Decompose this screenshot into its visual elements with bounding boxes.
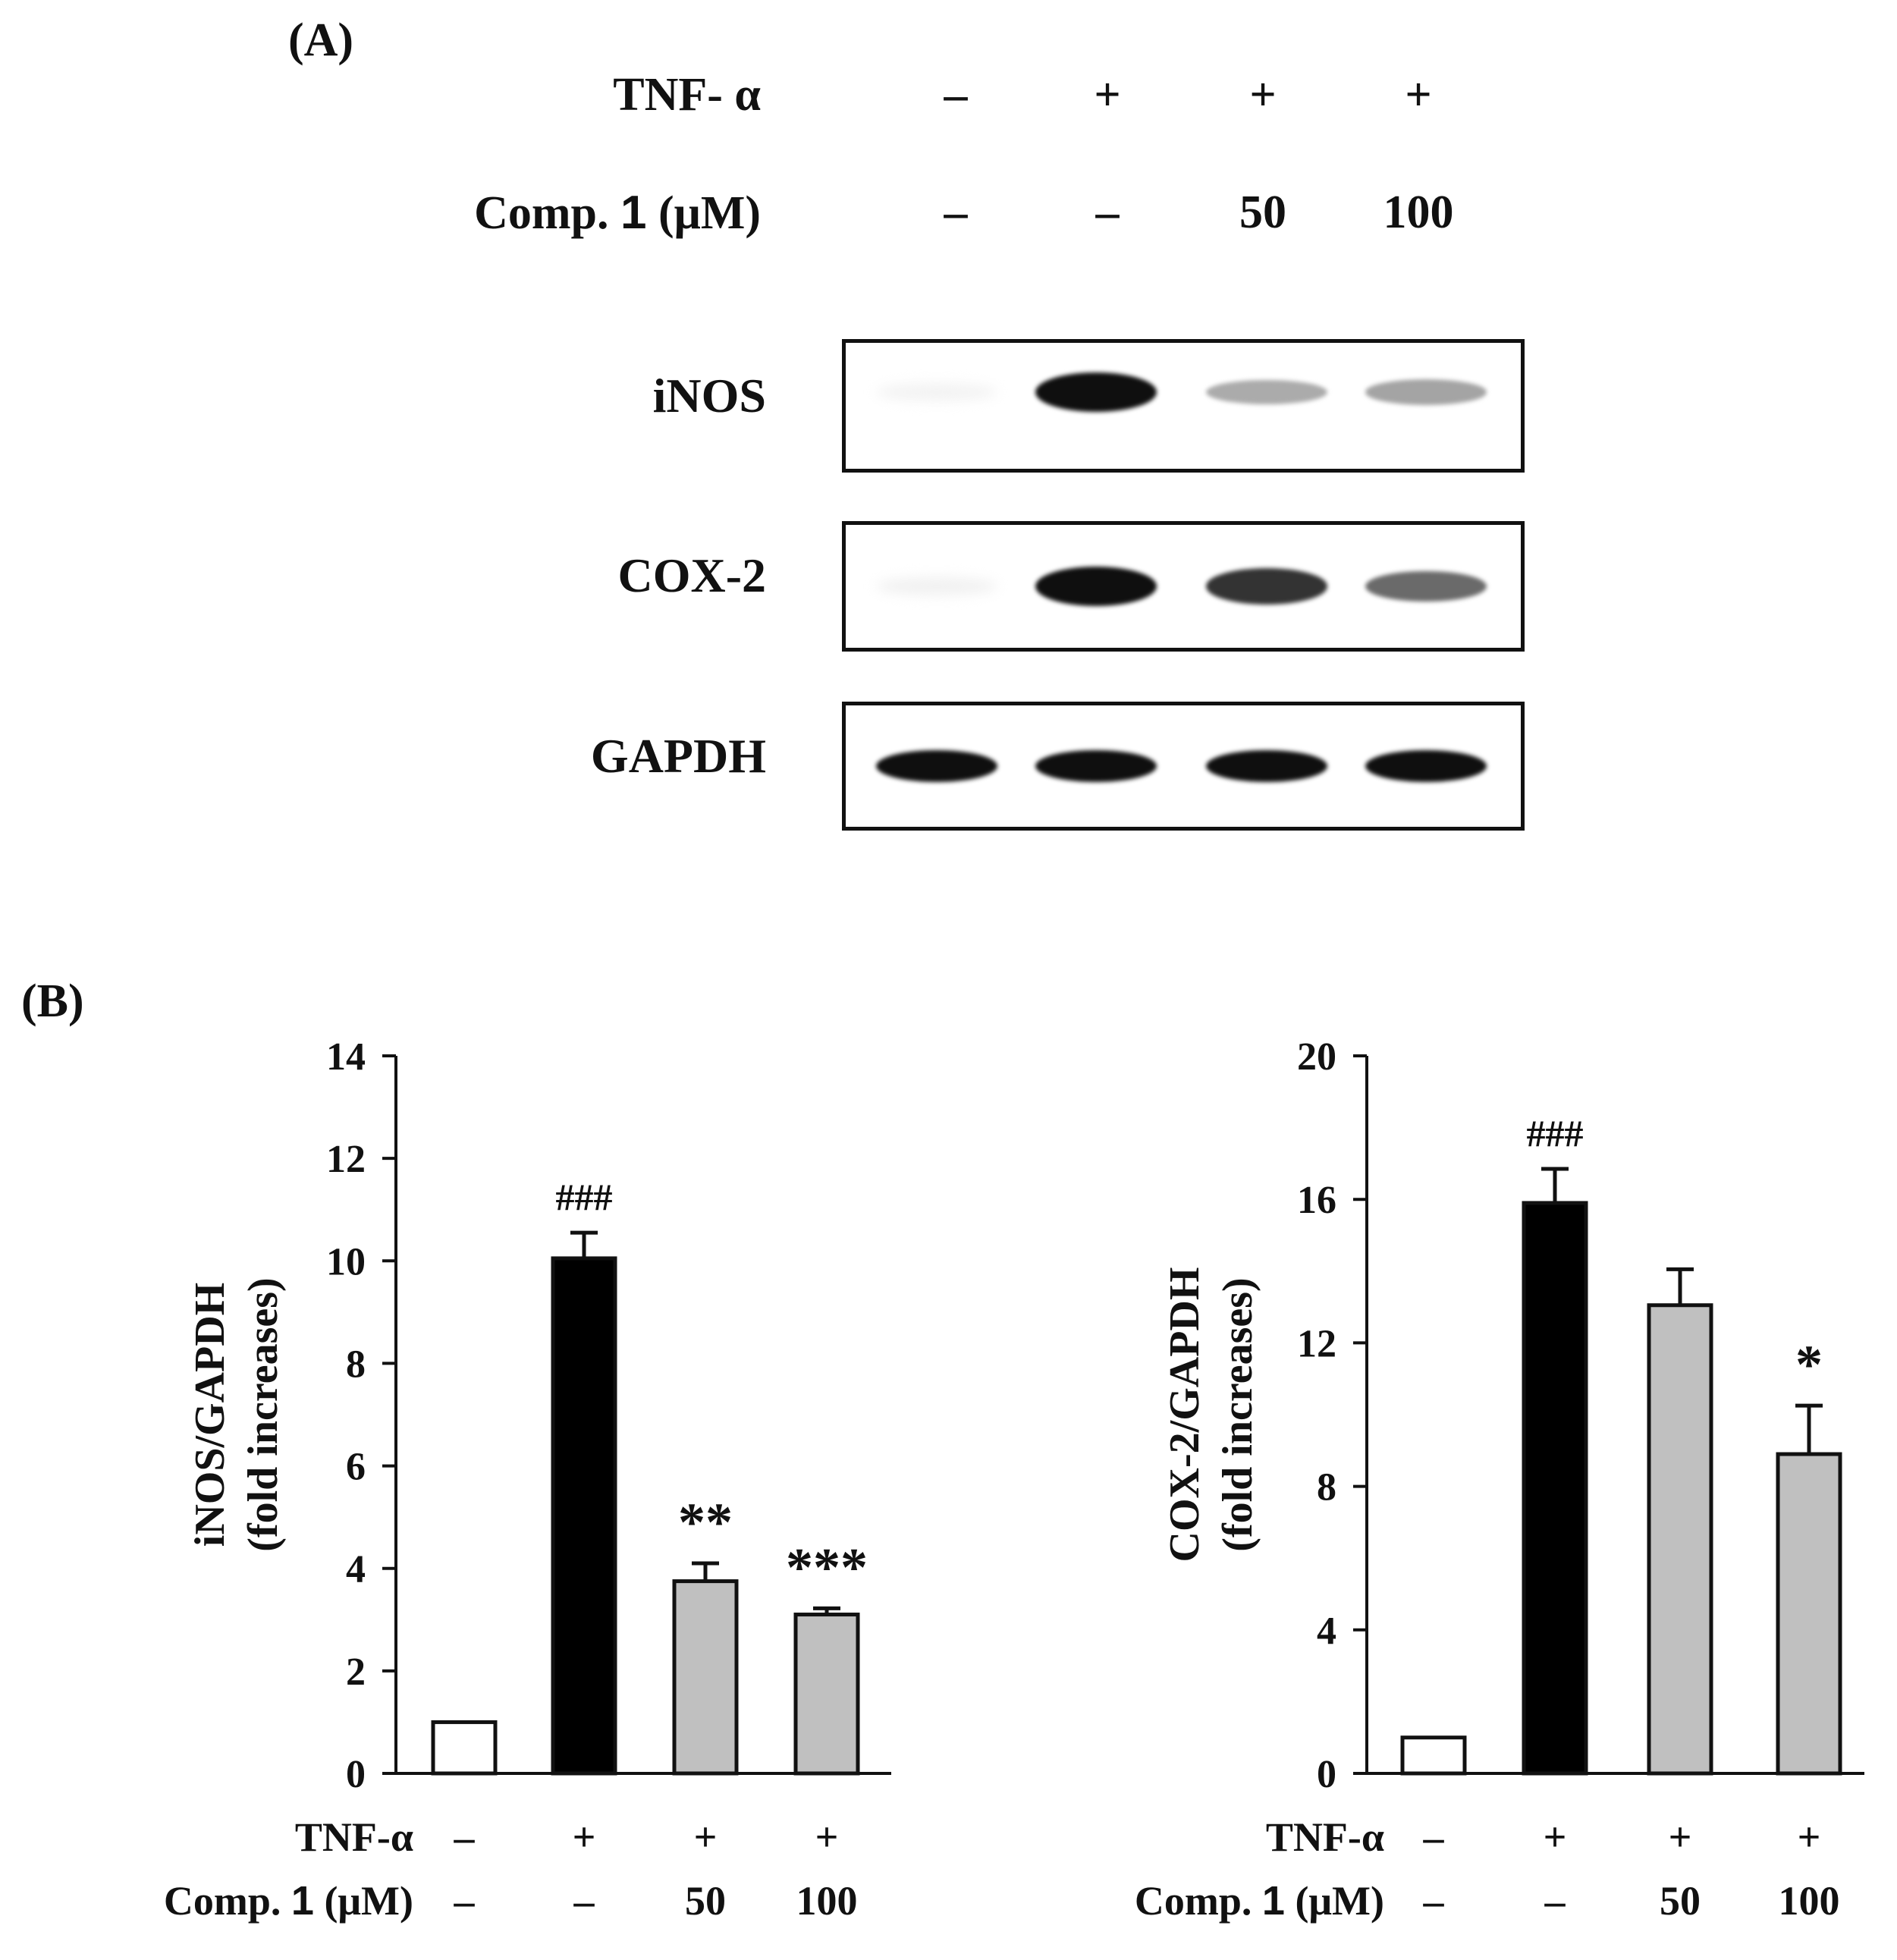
x-tnf-value: –	[454, 1814, 476, 1860]
bar	[793, 1613, 860, 1776]
tnf-header-text: TNF- α	[613, 69, 761, 121]
x-comp-value: –	[573, 1878, 595, 1924]
x-tnf-header: TNF-α	[1266, 1814, 1384, 1860]
blot-band	[1365, 750, 1487, 782]
y-tick-label: 4	[1317, 1610, 1336, 1653]
y-tick-label: 12	[1297, 1322, 1336, 1365]
lane-2-tnf: +	[1094, 69, 1121, 121]
x-comp-header-part: 1	[291, 1878, 314, 1924]
blot-image-cox2	[842, 521, 1525, 652]
lane-3-tnf: +	[1249, 69, 1277, 121]
tnf-row-header: TNF- α	[613, 68, 761, 122]
x-comp-value: 50	[685, 1878, 726, 1924]
lane-4-tnf: +	[1405, 69, 1432, 121]
x-tnf-value: +	[694, 1814, 718, 1860]
blot-image-gapdh	[842, 702, 1525, 831]
x-tnf-value: +	[1798, 1814, 1821, 1860]
y-tick-label: 12	[326, 1138, 366, 1181]
x-comp-header: Comp. 1 (μM)	[1135, 1878, 1384, 1924]
x-tnf-value: –	[1423, 1814, 1445, 1860]
blot-band	[876, 577, 997, 595]
blot-label-cox2: COX-2	[617, 548, 766, 602]
bar	[1400, 1735, 1467, 1776]
comp-prefix: Comp.	[474, 187, 621, 239]
x-comp-value: –	[454, 1878, 476, 1924]
y-tick-label: 4	[346, 1548, 366, 1591]
lane-4-comp: 100	[1383, 187, 1454, 238]
blot-image-inos	[842, 339, 1525, 473]
x-comp-value: –	[1544, 1878, 1566, 1924]
x-tnf-value: +	[815, 1814, 839, 1860]
significance-annotation: *	[1795, 1334, 1823, 1395]
blot-band	[1365, 570, 1487, 602]
x-comp-value: 50	[1660, 1878, 1701, 1924]
y-axis-label: iNOS/GAPDH	[187, 1283, 234, 1547]
x-comp-value: 100	[796, 1878, 858, 1924]
blot-band	[1035, 750, 1157, 782]
x-comp-header: Comp. 1 (μM)	[164, 1878, 413, 1924]
y-tick-label: 8	[1317, 1466, 1336, 1509]
y-tick-label: 20	[1297, 1035, 1336, 1079]
x-tnf-value: +	[1544, 1814, 1567, 1860]
comp-unit: (μM)	[646, 187, 761, 239]
y-tick-label: 2	[346, 1651, 366, 1694]
y-tick-label: 0	[346, 1753, 366, 1796]
bar	[672, 1579, 739, 1776]
blot-band	[1035, 567, 1157, 606]
significance-annotation: ###	[556, 1176, 613, 1218]
blot-band	[876, 750, 997, 782]
x-comp-header-part: (μM)	[1285, 1878, 1384, 1924]
lane-2-comp: –	[1095, 187, 1120, 238]
x-comp-header-part: 1	[1262, 1878, 1285, 1924]
significance-annotation: ***	[786, 1537, 868, 1597]
x-tnf-value: +	[573, 1814, 596, 1860]
x-comp-value: –	[1423, 1878, 1445, 1924]
lane-1-tnf: –	[944, 69, 968, 121]
panel-b-label: (B)	[21, 975, 84, 1027]
x-comp-header-part: Comp.	[1135, 1878, 1262, 1924]
comp-row-header: Comp. 1 (μM)	[474, 186, 761, 240]
y-tick-label: 0	[1317, 1753, 1336, 1796]
y-tick-label: 8	[346, 1343, 366, 1386]
blot-band	[1206, 568, 1327, 605]
x-tnf-value: +	[1669, 1814, 1692, 1860]
bar	[431, 1720, 498, 1776]
blot-label-inos: iNOS	[652, 369, 766, 422]
blot-band	[1035, 372, 1157, 412]
lane-3-comp: 50	[1239, 187, 1286, 238]
x-comp-value: 100	[1779, 1878, 1840, 1924]
y-axis-label-unit: (fold increases)	[240, 1277, 287, 1551]
blot-band	[1365, 379, 1487, 405]
blot-band	[876, 383, 997, 401]
y-axis-label: COX-2/GAPDH	[1161, 1267, 1208, 1563]
significance-annotation: ###	[1527, 1112, 1584, 1154]
y-tick-label: 10	[326, 1240, 366, 1283]
x-comp-header-part: (μM)	[314, 1878, 413, 1924]
bar	[1776, 1452, 1842, 1776]
panel-a-label: (A)	[288, 14, 354, 66]
x-tnf-header: TNF-α	[295, 1814, 413, 1860]
blot-label-gapdh: GAPDH	[590, 729, 766, 783]
y-tick-label: 6	[346, 1446, 366, 1489]
x-comp-header-part: Comp.	[164, 1878, 291, 1924]
comp-number: 1	[620, 187, 647, 239]
bar	[551, 1256, 617, 1776]
y-tick-label: 16	[1297, 1179, 1336, 1222]
bar	[1647, 1303, 1713, 1776]
blot-band	[1206, 379, 1327, 405]
significance-annotation: **	[678, 1492, 733, 1553]
y-tick-label: 14	[326, 1035, 366, 1079]
y-axis-label-unit: (fold increases)	[1214, 1277, 1261, 1551]
bar	[1522, 1201, 1588, 1776]
lane-1-comp: –	[944, 187, 968, 238]
blot-band	[1206, 750, 1327, 782]
